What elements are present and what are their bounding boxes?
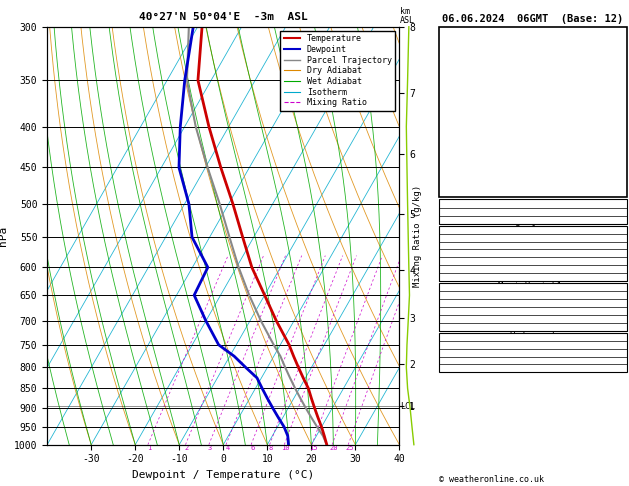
Legend: Temperature, Dewpoint, Parcel Trajectory, Dry Adiabat, Wet Adiabat, Isotherm, Mi: Temperature, Dewpoint, Parcel Trajectory… bbox=[281, 31, 395, 110]
Text: 0: 0 bbox=[618, 265, 623, 274]
X-axis label: Dewpoint / Temperature (°C): Dewpoint / Temperature (°C) bbox=[132, 470, 314, 480]
Text: 1: 1 bbox=[147, 445, 152, 451]
Text: SREH: SREH bbox=[443, 348, 464, 357]
Text: Lifted Index: Lifted Index bbox=[443, 306, 508, 315]
Y-axis label: hPa: hPa bbox=[0, 226, 8, 246]
Text: StmSpd (kt): StmSpd (kt) bbox=[443, 364, 502, 373]
Text: 3: 3 bbox=[618, 306, 623, 315]
Text: EH: EH bbox=[443, 340, 454, 349]
Text: 4: 4 bbox=[618, 364, 623, 373]
Text: 15: 15 bbox=[309, 445, 318, 451]
Text: 0: 0 bbox=[618, 314, 623, 323]
Text: 1.68: 1.68 bbox=[602, 215, 623, 224]
Text: 131°: 131° bbox=[602, 356, 623, 365]
Text: LCL: LCL bbox=[400, 402, 415, 411]
Text: 8: 8 bbox=[269, 445, 273, 451]
Text: θᴄ(K): θᴄ(K) bbox=[443, 249, 470, 258]
Text: 06.06.2024  06GMT  (Base: 12): 06.06.2024 06GMT (Base: 12) bbox=[442, 14, 624, 24]
Text: 325: 325 bbox=[607, 249, 623, 258]
Text: Pressure (mb): Pressure (mb) bbox=[443, 291, 513, 299]
Text: CIN (J): CIN (J) bbox=[443, 322, 481, 331]
Text: 23.5: 23.5 bbox=[602, 233, 623, 242]
Text: Temp (°C): Temp (°C) bbox=[443, 233, 491, 242]
Text: 25: 25 bbox=[345, 445, 353, 451]
Text: 2: 2 bbox=[185, 445, 189, 451]
Text: -30: -30 bbox=[607, 340, 623, 349]
Text: 4: 4 bbox=[225, 445, 230, 451]
Text: Totals Totals: Totals Totals bbox=[443, 207, 513, 216]
Text: 6: 6 bbox=[250, 445, 255, 451]
Text: θᴄ (K): θᴄ (K) bbox=[443, 298, 475, 307]
Text: CAPE (J): CAPE (J) bbox=[443, 314, 486, 323]
Text: 40°27'N 50°04'E  -3m  ASL: 40°27'N 50°04'E -3m ASL bbox=[139, 12, 308, 22]
Text: kt: kt bbox=[454, 30, 465, 39]
Text: 20: 20 bbox=[329, 445, 338, 451]
Text: 41: 41 bbox=[613, 207, 623, 216]
Text: CAPE (J): CAPE (J) bbox=[443, 265, 486, 274]
Text: 10: 10 bbox=[281, 445, 290, 451]
Text: 10: 10 bbox=[613, 199, 623, 208]
Text: 325: 325 bbox=[607, 298, 623, 307]
Text: 3: 3 bbox=[618, 257, 623, 266]
Text: © weatheronline.co.uk: © weatheronline.co.uk bbox=[439, 474, 544, 484]
Text: km
ASL: km ASL bbox=[400, 7, 415, 25]
Text: -22: -22 bbox=[607, 348, 623, 357]
Text: Lifted Index: Lifted Index bbox=[443, 257, 508, 266]
Text: Most Unstable: Most Unstable bbox=[498, 282, 568, 292]
Text: Surface: Surface bbox=[515, 225, 552, 234]
Text: PW (cm): PW (cm) bbox=[443, 215, 481, 224]
Text: 3: 3 bbox=[208, 445, 212, 451]
Text: Hodograph: Hodograph bbox=[509, 332, 557, 341]
Text: 1013: 1013 bbox=[602, 291, 623, 299]
Text: Dewp (°C): Dewp (°C) bbox=[443, 241, 491, 250]
Text: K: K bbox=[443, 199, 448, 208]
Text: StmDir: StmDir bbox=[443, 356, 475, 365]
Text: 14.8: 14.8 bbox=[602, 241, 623, 250]
Text: 0: 0 bbox=[618, 322, 623, 331]
Text: 0: 0 bbox=[618, 273, 623, 281]
Text: CIN (J): CIN (J) bbox=[443, 273, 481, 281]
Text: Mixing Ratio (g/kg): Mixing Ratio (g/kg) bbox=[413, 185, 421, 287]
